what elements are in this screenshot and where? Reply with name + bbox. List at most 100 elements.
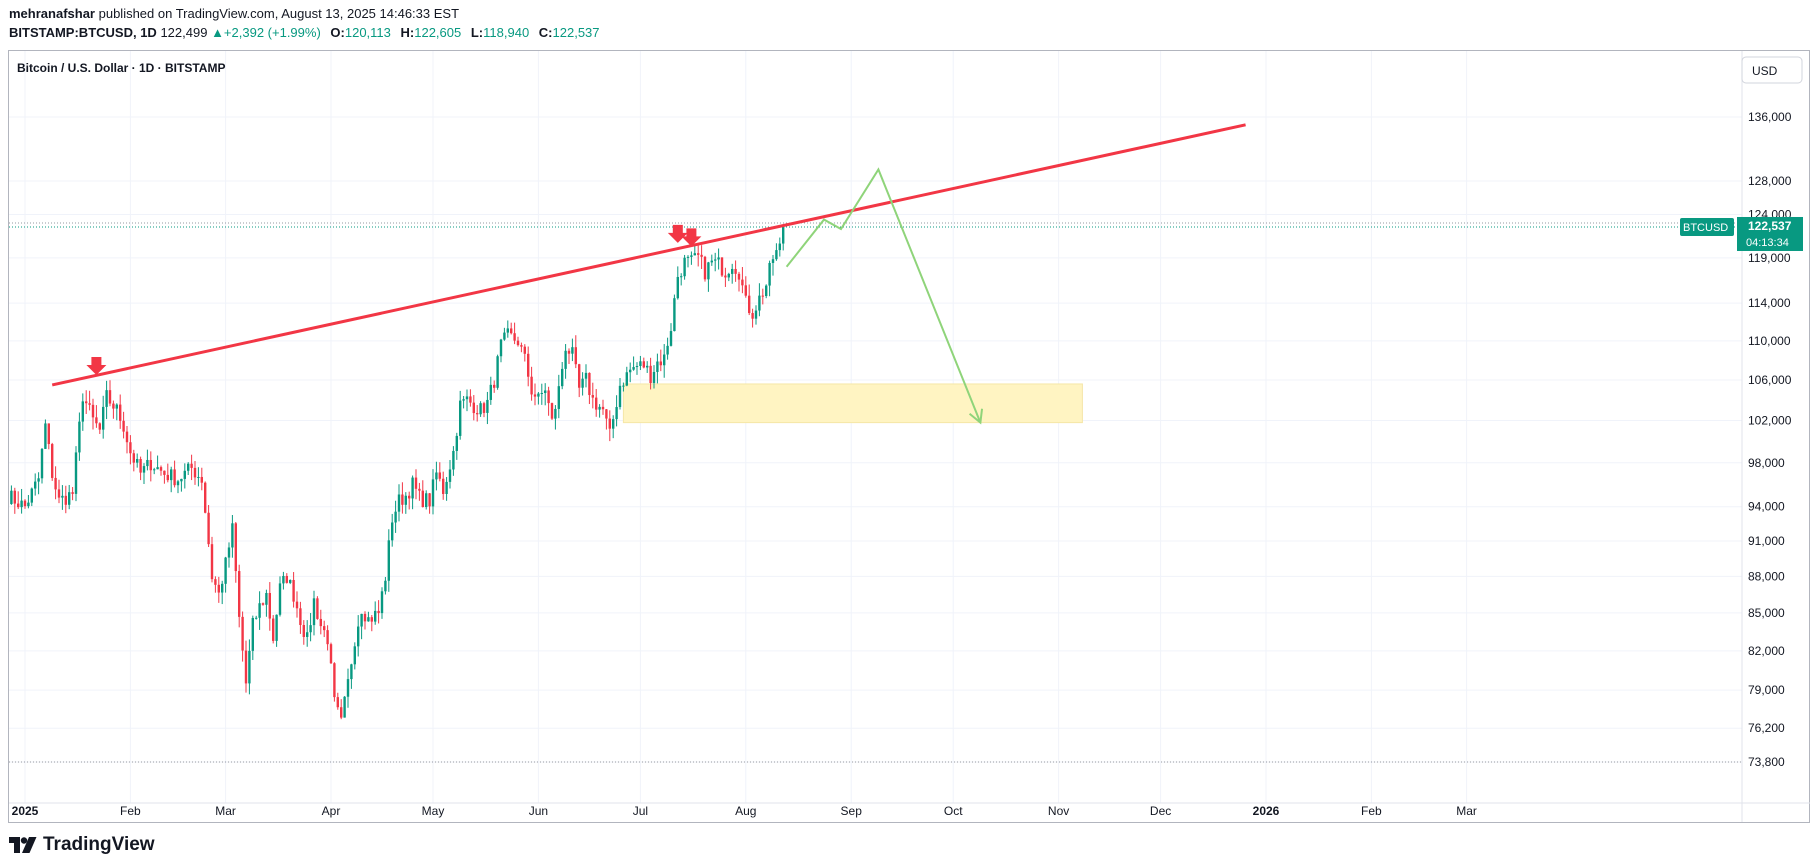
projection-path[interactable] [785,167,982,423]
time-tick-label: Sep [841,804,863,818]
candle-body [533,394,537,397]
currency-button[interactable]: USD [1741,56,1803,84]
candle-body [418,488,421,491]
candle-body [734,268,737,274]
candle-body [248,650,251,684]
candle-body [387,540,390,581]
candle-body [754,310,758,319]
candle-body [312,598,316,626]
high-value: 122,605 [414,25,462,40]
candle-body [503,332,506,340]
time-tick-label: 2026 [1253,804,1280,818]
candle-body [88,403,91,405]
candle-body [612,419,615,429]
demand-zone[interactable] [622,383,1083,424]
candle-body [380,591,384,614]
candle-body [516,340,520,346]
candle-body [17,503,20,508]
candle-body [768,262,771,286]
currency-label: USD [1752,64,1778,78]
candle-body [40,448,44,479]
chart-frame[interactable] [8,50,1810,823]
tradingview-logo[interactable]: TradingView [9,834,155,856]
candle-body [428,493,431,507]
candle-body [23,500,27,507]
candle-body [163,470,166,475]
candle-body [425,493,428,508]
candle-body [649,365,652,384]
candle-body [598,406,601,410]
time-tick-label: Mar [215,804,236,818]
resistance-trendline[interactable] [51,123,1246,387]
candle-body [445,481,448,494]
candle-body [438,472,441,479]
candle-body [595,397,598,410]
candle-body [778,243,781,251]
candle-body [404,495,407,505]
candle-body [717,257,720,260]
candle-body [384,580,387,592]
time-axis[interactable]: 2025 Feb Mar Apr May Jun Jul Aug Sep Oct Nov Dec 202… [12,804,1477,818]
candle-body [343,696,346,718]
candle-body [102,406,105,430]
candle-body [659,361,662,366]
candle-body [465,396,469,400]
candle-body [693,253,696,256]
candle-body [319,618,322,627]
candle-body [397,494,401,512]
candle-body [591,395,594,398]
price-axis[interactable]: 136,000128,000124,000119,000114,000110,0… [1748,110,1792,769]
candle-body [710,260,713,263]
candle-body [180,478,183,482]
down-arrow-marker [86,356,107,375]
open-label: O: [330,25,345,40]
candle-body [635,365,639,368]
arrow-markers [86,224,702,375]
candle-body [601,406,605,410]
price-change: ▲+2,392 (+1.99%) [211,25,321,40]
candle-body [61,495,64,498]
time-tick-label: 2025 [12,804,39,818]
candle-body [479,403,482,415]
candle-body [618,385,622,408]
candle-body [122,420,125,432]
candle-body [459,400,462,436]
candle-body [149,459,152,471]
candle-body [125,431,129,443]
candle-body [581,378,584,388]
candle-body [261,603,265,605]
candle-body [44,423,47,449]
price-tick-label: 79,000 [1748,683,1785,697]
candle-body [231,523,234,548]
published-text: published on TradingView.com, August 13,… [98,6,460,21]
candle-body [258,603,261,618]
candle-body [554,408,557,419]
candle-body [496,356,499,388]
candle-body [771,259,775,263]
candle-body [714,259,717,261]
candle-body [486,399,489,413]
price-tick-label: 98,000 [1748,456,1785,470]
candle-body [217,584,220,593]
candle-body [588,372,591,396]
candle-body [448,469,452,482]
author-name[interactable]: mehranafshar [9,6,95,21]
candle-body [91,404,95,418]
candle-body [159,467,163,471]
time-tick-label: Jun [529,804,548,818]
candle-body [455,435,458,451]
candle-body [724,275,727,278]
candle-body [136,458,139,463]
candle-body [34,481,37,489]
candle-body [105,390,108,407]
candle-body [142,466,146,473]
candle-body [350,664,353,680]
candle-body [666,345,669,355]
candle-body [193,467,197,478]
candle-body [238,571,241,617]
candle-body [680,276,683,278]
candle-body [119,404,122,421]
reference-lines [9,222,1742,763]
candle-body [190,463,193,468]
